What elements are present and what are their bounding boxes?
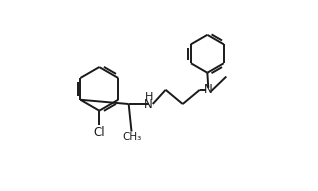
Text: N: N — [144, 98, 153, 111]
Text: N: N — [204, 83, 213, 96]
Text: H: H — [144, 92, 153, 102]
Text: CH₃: CH₃ — [122, 133, 141, 142]
Text: Cl: Cl — [93, 126, 105, 139]
